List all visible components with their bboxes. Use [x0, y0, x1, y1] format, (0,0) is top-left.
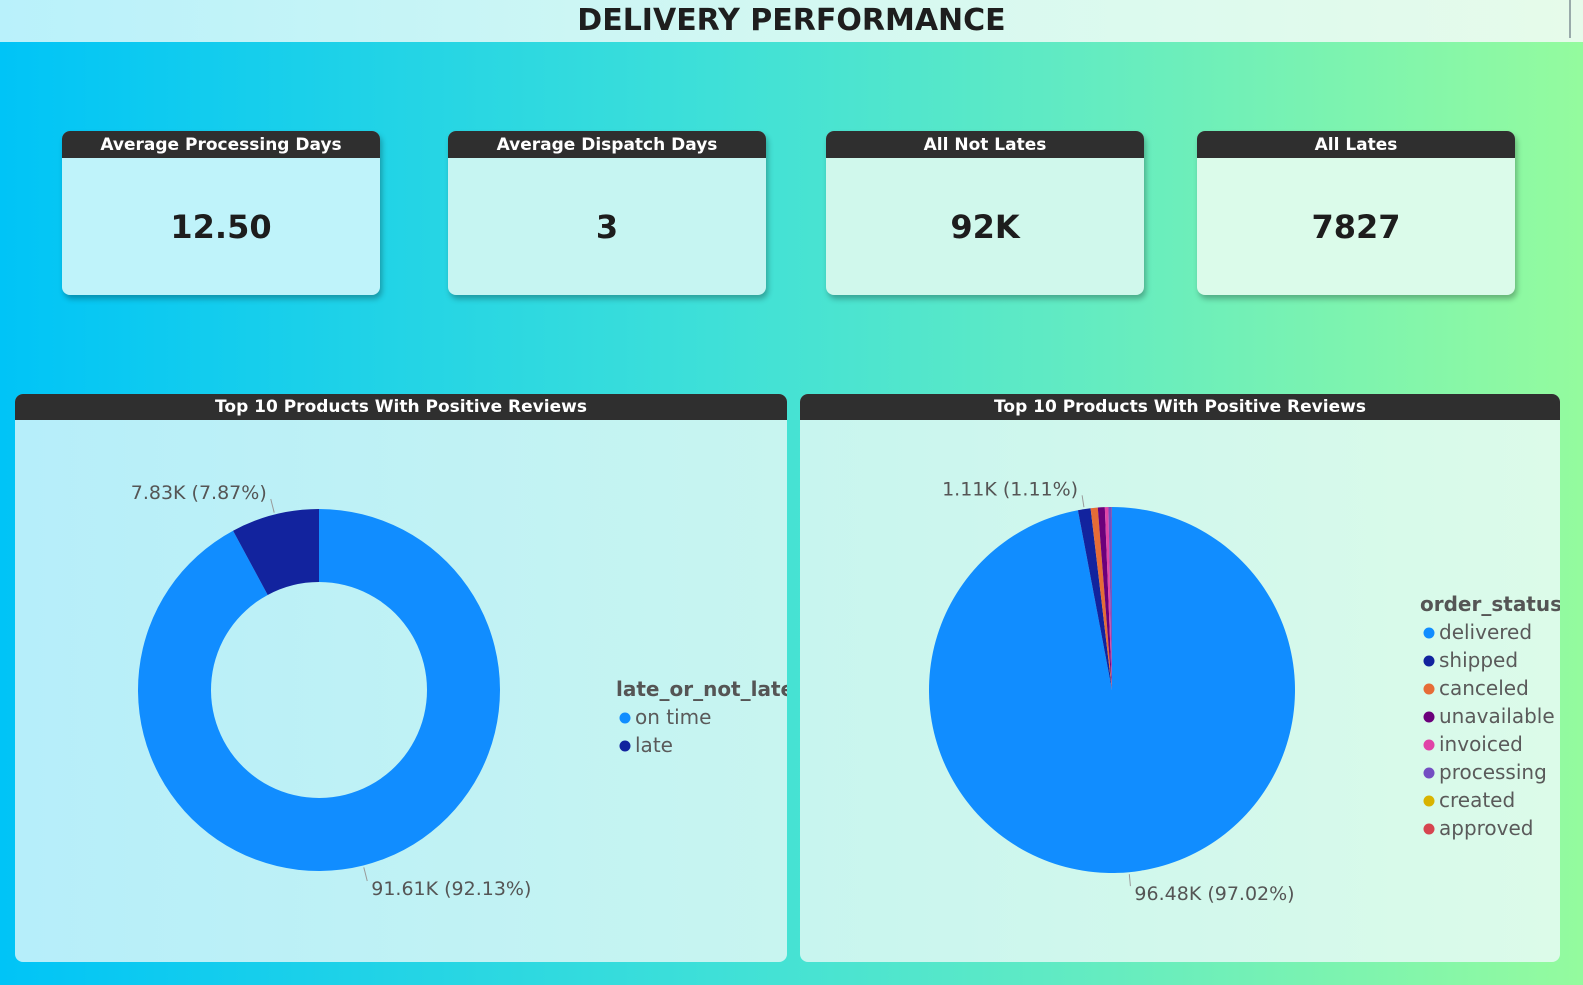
legend-marker-created [1423, 795, 1435, 807]
kpi-card-label: Average Dispatch Days [448, 131, 766, 158]
kpi-card-label: All Lates [1197, 131, 1515, 158]
pie-slice-shipped[interactable] [1077, 508, 1112, 690]
data-label-leader [1081, 495, 1085, 508]
kpi-card-dispatch-days[interactable]: Average Dispatch Days 3 [448, 131, 766, 295]
legend-title: late_or_not_late [616, 677, 787, 701]
title-bar: DELIVERY PERFORMANCE [0, 0, 1583, 42]
legend-item-delivered[interactable]: delivered [1439, 620, 1532, 644]
legend-item-shipped[interactable]: shipped [1439, 648, 1518, 672]
legend-title: order_status [1420, 592, 1560, 616]
kpi-card-value: 7827 [1311, 207, 1401, 246]
data-label-on-time: 91.61K (92.13%) [371, 878, 531, 900]
legend-marker-shipped [1423, 655, 1435, 667]
legend-item-late[interactable]: late [635, 733, 673, 757]
data-label-leader [270, 498, 275, 513]
pie-slice-late[interactable] [233, 509, 319, 595]
data-label-shipped: 1.11K (1.11%) [942, 478, 1078, 500]
pie-slice-processing[interactable] [1108, 507, 1112, 690]
chart-title: Top 10 Products With Positive Reviews [15, 394, 787, 420]
donut-chart[interactable]: 91.61K (92.13%) 7.83K (7.87%) late_or_not_… [15, 420, 787, 962]
legend-item-processing[interactable]: processing [1439, 760, 1547, 784]
kpi-card-label: Average Processing Days [62, 131, 380, 158]
legend-item-created[interactable]: created [1439, 788, 1515, 812]
scrollbar[interactable] [1569, 0, 1571, 38]
legend-marker-invoiced [1423, 739, 1435, 751]
kpi-card-processing-days[interactable]: Average Processing Days 12.50 [62, 131, 380, 295]
legend-item-canceled[interactable]: canceled [1439, 676, 1529, 700]
pie-slice-unavailable[interactable] [1097, 507, 1112, 690]
data-label-late: 7.83K (7.87%) [131, 482, 267, 504]
kpi-card-all-lates[interactable]: All Lates 7827 [1197, 131, 1515, 295]
kpi-card-value: 12.50 [170, 207, 272, 246]
legend-marker-late [619, 740, 631, 752]
legend-marker-on-time [619, 712, 631, 724]
legend-marker-processing [1423, 767, 1435, 779]
page-title: DELIVERY PERFORMANCE [577, 3, 1006, 38]
data-label-leader [363, 867, 368, 882]
chart-title: Top 10 Products With Positive Reviews [800, 394, 1560, 420]
pie-slice-on-time[interactable] [138, 509, 501, 871]
legend-marker-approved [1423, 823, 1435, 835]
legend-item-invoiced[interactable]: invoiced [1439, 732, 1523, 756]
kpi-card-value: 92K [950, 207, 1020, 246]
legend-item-on-time[interactable]: on time [635, 705, 711, 729]
donut-chart-panel[interactable]: Top 10 Products With Positive Reviews 91… [15, 394, 787, 962]
data-label-delivered: 96.48K (97.02%) [1134, 883, 1294, 905]
data-label-leader [1128, 874, 1131, 887]
pie-slice-canceled[interactable] [1090, 507, 1112, 690]
legend-item-approved[interactable]: approved [1439, 816, 1534, 840]
legend-item-unavailable[interactable]: unavailable [1439, 704, 1555, 728]
pie-slice-invoiced[interactable] [1104, 507, 1112, 690]
pie-chart-panel[interactable]: Top 10 Products With Positive Reviews 96… [800, 394, 1560, 962]
kpi-card-value: 3 [595, 207, 619, 246]
kpi-card-all-not-lates[interactable]: All Not Lates 92K [826, 131, 1144, 295]
legend-marker-delivered [1423, 627, 1435, 639]
pie-chart[interactable]: 96.48K (97.02%) 1.11K (1.11%) order_status… [800, 420, 1560, 962]
legend-marker-unavailable [1423, 711, 1435, 723]
legend-marker-canceled [1423, 683, 1435, 695]
kpi-card-label: All Not Lates [826, 131, 1144, 158]
